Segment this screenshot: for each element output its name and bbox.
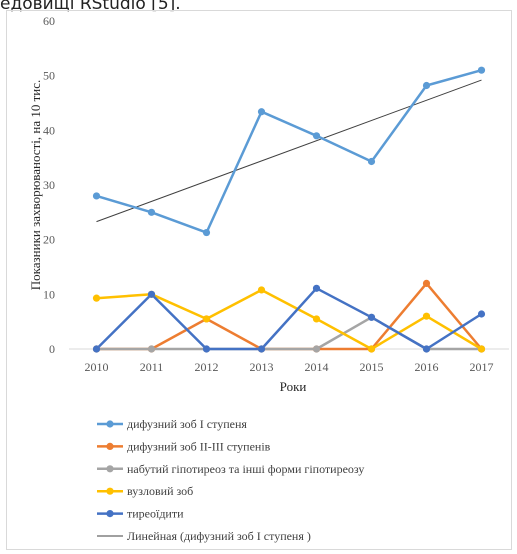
y-tick-label: 20: [43, 233, 55, 247]
x-tick-label: 2016: [415, 360, 439, 374]
data-point: [202, 315, 211, 323]
legend-label: дифузний зоб І ступеня: [127, 417, 247, 431]
y-tick-label: 50: [43, 69, 55, 83]
data-point: [367, 313, 376, 321]
data-point: [367, 157, 376, 166]
data-point: [312, 315, 321, 323]
legend-item: тиреоїдити: [97, 507, 184, 521]
x-tick-label: 2013: [250, 360, 274, 374]
legend-swatch-marker: [106, 465, 114, 473]
x-axis-title: Роки: [280, 379, 307, 394]
data-point: [477, 310, 486, 318]
legend-label: тиреоїдити: [127, 507, 184, 521]
trendline-layer: [96, 79, 482, 223]
legend-label: дифузний зоб ІІ-ІІІ ступенів: [127, 439, 271, 453]
data-point: [422, 279, 431, 287]
data-point: [92, 294, 101, 302]
y-axis-title: Показники захворюваності, на 10 тис.: [28, 80, 43, 290]
data-point: [312, 284, 321, 292]
data-point: [147, 208, 156, 216]
data-point: [367, 345, 376, 353]
x-axis-ticks: 2010 2011 2012 2013 2014 2015 2016 2017: [85, 360, 494, 374]
legend-label: Линейная (дифузний зоб І ступеня ): [127, 529, 311, 543]
y-tick-label: 60: [43, 14, 55, 28]
data-point: [92, 192, 101, 200]
legend-swatch-marker: [106, 509, 114, 518]
y-tick-label: 10: [43, 287, 55, 301]
series-layer: [92, 66, 486, 353]
data-point: [422, 312, 431, 320]
series-line: [96, 68, 482, 234]
x-tick-label: 2014: [305, 360, 329, 374]
legend-swatch-marker: [106, 487, 114, 495]
x-tick-label: 2015: [360, 360, 384, 374]
legend-label: набутий гіпотиреоз та інші форми гіпотир…: [127, 462, 364, 476]
legend-item: дифузний зоб ІІ-ІІІ ступенів: [97, 439, 271, 453]
legend: дифузний зоб І ступеня дифузний зоб ІІ-ІІ…: [97, 417, 364, 543]
data-point: [257, 286, 266, 294]
data-point: [312, 132, 321, 140]
series-line: [96, 316, 482, 351]
y-tick-label: 40: [43, 123, 55, 137]
data-point: [477, 345, 486, 353]
data-point: [202, 228, 211, 237]
y-axis-ticks: 0 10 20 30 40 50 60: [43, 14, 55, 356]
data-point: [312, 345, 321, 353]
data-point: [147, 290, 156, 298]
series-line: [96, 288, 483, 351]
data-point: [92, 345, 101, 353]
data-point: [147, 345, 156, 353]
legend-item: Линейная (дифузний зоб І ступеня ): [97, 529, 311, 543]
chart-frame: [6, 10, 512, 550]
legend-item: дифузний зоб І ступеня: [97, 417, 247, 431]
x-tick-label: 2011: [140, 360, 164, 374]
x-tick-label: 2017: [470, 360, 494, 374]
y-tick-label: 30: [43, 178, 55, 192]
legend-swatch-marker: [106, 420, 114, 428]
legend-swatch-marker: [106, 442, 114, 450]
data-point: [202, 345, 211, 353]
x-tick-label: 2012: [195, 360, 219, 374]
data-point: [257, 345, 266, 353]
trendline: [96, 79, 482, 223]
y-tick-label: 0: [49, 342, 55, 356]
data-point: [257, 108, 266, 116]
data-point: [422, 81, 431, 90]
data-point: [422, 345, 431, 353]
legend-label: вузловий зоб: [127, 484, 193, 498]
data-point: [477, 66, 486, 74]
x-tick-label: 2010: [85, 360, 109, 374]
series-line: [95, 287, 483, 351]
legend-item: набутий гіпотиреоз та інші форми гіпотир…: [97, 462, 364, 476]
legend-item: вузловий зоб: [97, 484, 193, 498]
